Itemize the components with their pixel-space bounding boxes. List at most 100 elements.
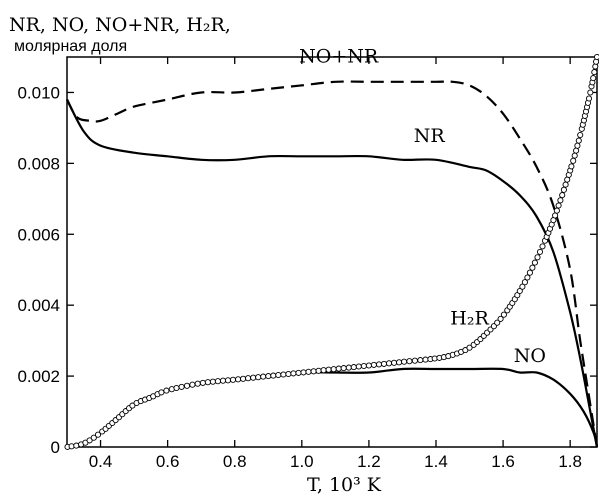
data-point <box>521 279 528 286</box>
data-point <box>593 53 599 61</box>
data-point <box>560 186 567 193</box>
data-point <box>516 287 523 295</box>
data-point <box>94 431 102 438</box>
data-point <box>280 371 287 378</box>
data-point <box>224 377 232 384</box>
data-point <box>250 374 257 381</box>
data-point <box>391 359 398 366</box>
series-layer <box>64 53 599 450</box>
data-point <box>539 243 546 250</box>
data-point <box>325 366 332 373</box>
data-point <box>300 369 307 376</box>
data-point <box>574 142 581 149</box>
curve-label-no-nr: NO+NR <box>299 45 379 67</box>
data-point <box>173 384 180 392</box>
y-tick-label: 0.006 <box>17 225 60 244</box>
data-point <box>592 63 599 70</box>
data-point <box>571 152 578 159</box>
data-point <box>370 361 377 368</box>
series-no-nr-line <box>66 80 599 448</box>
x-tick-label: 1.2 <box>357 452 381 471</box>
data-point <box>350 364 357 371</box>
data-point <box>90 434 97 441</box>
data-point <box>529 264 536 271</box>
data-point <box>568 163 575 170</box>
data-point <box>265 373 272 380</box>
data-point <box>199 379 206 386</box>
chart-title-line2: молярная доля <box>14 38 127 55</box>
series-no-line <box>66 367 599 449</box>
data-point <box>573 147 580 154</box>
data-point <box>345 364 352 371</box>
data-point <box>340 365 347 372</box>
data-point <box>396 359 403 366</box>
data-point <box>562 181 569 188</box>
curve-label-no: NO <box>514 345 546 367</box>
data-point <box>577 131 584 139</box>
data-point <box>411 357 418 364</box>
data-point <box>519 283 526 290</box>
data-point <box>417 357 424 364</box>
data-point <box>209 378 216 385</box>
y-tick-label: 0.002 <box>17 367 60 386</box>
chart-title-line1: NR, NO, NO+NR, H₂R, <box>9 14 231 36</box>
y-tick-label: 0.004 <box>17 296 60 315</box>
y-tick-label: 0.008 <box>17 154 60 173</box>
data-point <box>534 254 541 261</box>
data-point <box>235 376 242 383</box>
data-point <box>129 402 136 409</box>
data-point <box>320 367 327 374</box>
data-point <box>531 259 538 266</box>
data-point <box>585 95 593 102</box>
data-point <box>204 379 211 386</box>
x-axis-label: T, 10³ K <box>307 474 382 495</box>
data-point <box>365 362 372 369</box>
data-point <box>305 368 312 375</box>
data-point <box>315 367 322 374</box>
data-point <box>194 380 201 387</box>
data-point <box>555 202 562 209</box>
x-tick-label: 1.8 <box>558 452 582 471</box>
data-point <box>497 315 504 322</box>
data-point <box>536 248 544 255</box>
data-point <box>559 192 566 199</box>
y-tick-label: 0.010 <box>17 83 60 102</box>
x-tick-label: 0.8 <box>223 452 247 471</box>
data-point <box>189 381 196 388</box>
data-point <box>260 373 267 380</box>
data-point <box>494 319 501 326</box>
data-point <box>270 372 277 379</box>
data-point <box>163 387 170 394</box>
data-point <box>552 212 559 219</box>
data-point <box>422 356 429 363</box>
data-point <box>255 374 262 381</box>
data-point <box>500 311 507 318</box>
data-point <box>526 269 533 276</box>
data-point <box>214 378 221 385</box>
data-point <box>575 137 582 144</box>
data-point <box>524 274 531 281</box>
data-point <box>240 375 247 382</box>
data-point <box>590 75 597 82</box>
data-point <box>587 89 594 96</box>
data-point <box>401 358 408 365</box>
data-point <box>355 363 362 370</box>
data-point <box>385 360 393 367</box>
curve-label-nr: NR <box>414 125 446 147</box>
data-point <box>380 360 388 367</box>
data-point <box>219 377 227 384</box>
data-point <box>570 157 577 164</box>
data-point <box>591 69 598 76</box>
curve-labels: NO+NR NR H₂R NO <box>299 45 546 367</box>
data-point <box>229 376 237 383</box>
x-tick-label: 1.0 <box>290 452 314 471</box>
data-point <box>466 344 473 351</box>
data-point <box>375 361 383 368</box>
data-point <box>285 370 292 378</box>
data-point <box>183 382 191 389</box>
x-tick-label: 1.4 <box>424 452 448 471</box>
y-tick-label: 0 <box>51 438 60 457</box>
data-point <box>406 358 413 365</box>
plot-frame <box>66 56 598 448</box>
x-tick-label: 0.4 <box>89 452 113 471</box>
